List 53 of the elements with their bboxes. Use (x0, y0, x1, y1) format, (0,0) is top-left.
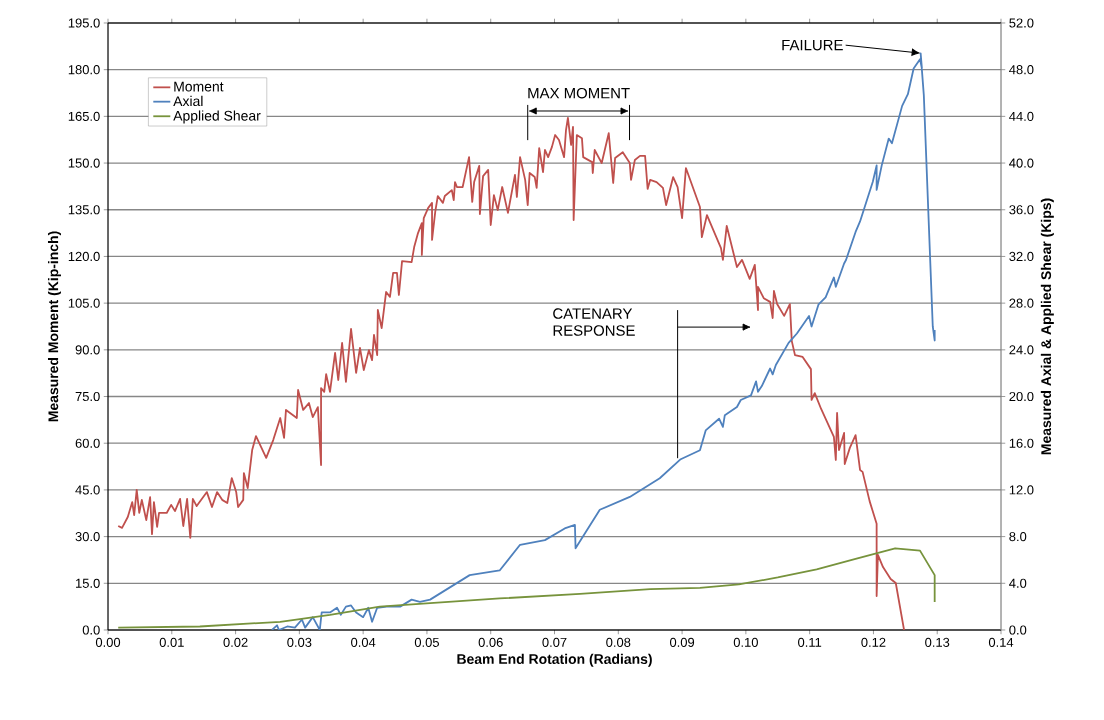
y2-tick-label: 28.0 (1009, 298, 1034, 308)
x-tick-label: 0.11 (798, 637, 822, 647)
y2-tick-label: 24.0 (1009, 345, 1034, 355)
y2-tick-label: 8.0 (1009, 532, 1027, 542)
x-tick-label: 0.12 (861, 637, 886, 647)
x-tick-label: 0.01 (159, 637, 184, 647)
x-tick-label: 0.06 (478, 637, 503, 647)
x-tick-label: 0.04 (351, 637, 376, 647)
y2-axis-title: Measured Axial & Applied Shear (Kips) (1040, 198, 1054, 455)
annotation: FAILURE (782, 39, 843, 51)
legend-label: Applied Shear (173, 110, 261, 124)
y-tick-label: 195.0 (68, 18, 100, 28)
y2-tick-label: 48.0 (1009, 65, 1034, 75)
y-tick-label: 45.0 (75, 485, 100, 495)
ref-line-label: CATENARY RESPONSE (553, 308, 635, 336)
y2-tick-label: 20.0 (1009, 391, 1034, 402)
x-tick-label: 0.13 (925, 637, 950, 647)
x-tick-label: 0.03 (287, 637, 312, 647)
y-tick-label: 75.0 (75, 391, 100, 402)
annotation: MAX MOMENT (528, 87, 630, 99)
x-tick-label: 0.05 (414, 637, 439, 647)
y-axis-title: Measured Moment (Kip-inch) (47, 231, 61, 422)
y2-tick-label: 52.0 (1009, 18, 1034, 28)
y-tick-label: 105.0 (68, 298, 100, 308)
y-tick-label: 180.0 (68, 65, 100, 75)
y2-tick-label: 32.0 (1009, 251, 1034, 262)
x-tick-label: 0.09 (669, 637, 695, 647)
y-tick-label: 120.0 (68, 251, 100, 262)
y-tick-label: 90.0 (75, 345, 100, 355)
y-tick-label: 15.0 (76, 578, 100, 588)
y-tick-label: 135.0 (68, 205, 100, 215)
line-series (117, 547, 936, 629)
x-tick-label: 0.08 (606, 637, 631, 647)
x-tick-label: 0.14 (988, 637, 1014, 647)
y2-tick-label: 16.0 (1009, 438, 1034, 448)
y2-tick-label: 4.0 (1009, 578, 1027, 588)
x-tick-label: 0.02 (223, 637, 248, 647)
y2-tick-label: 12.0 (1009, 485, 1034, 495)
y2-tick-label: 36.0 (1009, 205, 1034, 215)
x-tick-label: 0.07 (542, 637, 567, 647)
y-tick-label: 150.0 (68, 158, 100, 168)
y2-tick-label: 44.0 (1009, 111, 1034, 121)
x-tick-label: 0.00 (95, 637, 121, 647)
y-tick-label: 60.0 (75, 438, 100, 448)
legend-label: Moment (174, 81, 224, 92)
y2-tick-label: 0.0 (1009, 625, 1027, 635)
y-tick-label: 0.0 (82, 625, 100, 635)
legend-label: Axial (173, 95, 203, 107)
x-tick-label: 0.10 (733, 637, 758, 647)
y-tick-label: 165.0 (68, 111, 100, 121)
x-axis-title: Beam End Rotation (Radians) (457, 653, 652, 667)
y-tick-label: 30.0 (75, 532, 100, 542)
y2-tick-label: 40.0 (1009, 158, 1034, 168)
